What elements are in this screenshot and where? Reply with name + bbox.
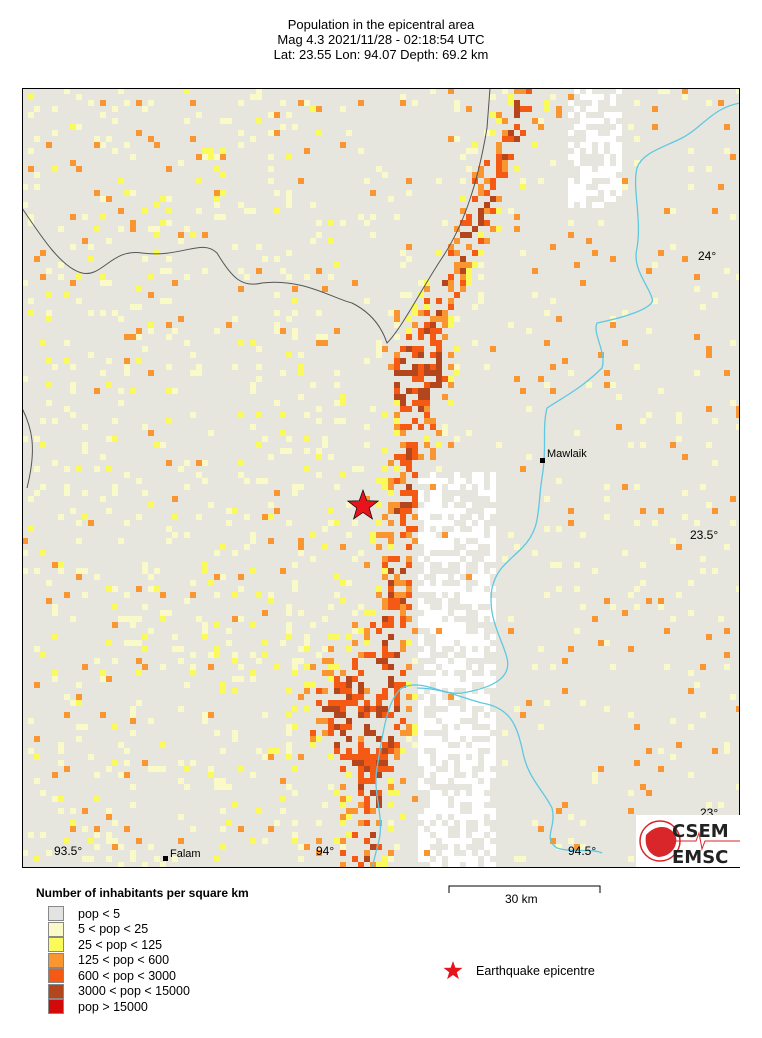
legend-label: 5 < pop < 25 bbox=[78, 922, 149, 936]
legend-item: pop > 15000 bbox=[48, 999, 148, 1014]
legend-item: 25 < pop < 125 bbox=[48, 937, 162, 952]
event-info: Mag 4.3 2021/11/28 - 02:18:54 UTC bbox=[277, 32, 485, 47]
legend-epicentre-star-icon bbox=[443, 961, 463, 980]
border-line bbox=[22, 88, 491, 344]
legend-item: 125 < pop < 600 bbox=[48, 952, 170, 968]
river bbox=[371, 102, 740, 868]
legend-title: Number of inhabitants per square km bbox=[36, 886, 249, 900]
legend-swatch bbox=[48, 921, 64, 937]
csem-emsc-logo: CSEM EMSC bbox=[636, 815, 740, 868]
legend-swatch bbox=[48, 937, 64, 952]
legend-epicentre-label: Earthquake epicentre bbox=[476, 964, 595, 978]
epicentre-marker bbox=[346, 488, 380, 520]
legend-swatch bbox=[48, 906, 64, 921]
epicentre-star-icon bbox=[346, 488, 380, 520]
legend-label: 25 < pop < 125 bbox=[78, 937, 163, 952]
lat-label-24: 24° bbox=[698, 249, 717, 263]
legend-label: pop > 15000 bbox=[78, 999, 148, 1014]
legend-swatch bbox=[48, 999, 64, 1014]
legend-swatch bbox=[48, 968, 64, 983]
legend-swatch bbox=[48, 952, 64, 968]
population-map bbox=[22, 88, 740, 868]
map-frame bbox=[22, 88, 740, 868]
legend-item: 600 < pop < 3000 bbox=[48, 968, 176, 983]
legend-label: 600 < pop < 3000 bbox=[78, 968, 177, 983]
population-cells bbox=[22, 88, 740, 868]
border-line-west bbox=[22, 407, 33, 489]
scale-bar-label: 30 km bbox=[505, 892, 538, 906]
legend-item: 3000 < pop < 15000 bbox=[48, 983, 190, 999]
svg-text:EMSC: EMSC bbox=[672, 847, 728, 867]
place-label-mawlaik: Mawlaik bbox=[547, 448, 587, 460]
map-title: Population in the epicentral area bbox=[287, 17, 475, 32]
legend-swatch bbox=[48, 983, 64, 999]
place-marker-mawlaik bbox=[540, 458, 545, 463]
location-info: Lat: 23.55 Lon: 94.07 Depth: 69.2 km bbox=[273, 47, 489, 62]
lat-label-23-5: 23.5° bbox=[690, 528, 719, 542]
lon-label-94: 94° bbox=[316, 844, 335, 858]
scale-bar bbox=[448, 885, 601, 893]
lon-label-93-5: 93.5° bbox=[54, 844, 83, 858]
legend-label: pop < 5 bbox=[78, 906, 121, 921]
place-marker-falam bbox=[163, 856, 168, 861]
legend-label: 3000 < pop < 15000 bbox=[78, 984, 190, 998]
river-tributary bbox=[416, 687, 603, 854]
legend-item: 5 < pop < 25 bbox=[48, 921, 149, 937]
lon-label-94-5: 94.5° bbox=[568, 844, 597, 858]
legend-label: 125 < pop < 600 bbox=[78, 953, 170, 967]
svg-text:CSEM: CSEM bbox=[672, 821, 729, 842]
legend-item: pop < 5 bbox=[48, 906, 120, 921]
place-label-falam: Falam bbox=[170, 848, 201, 860]
